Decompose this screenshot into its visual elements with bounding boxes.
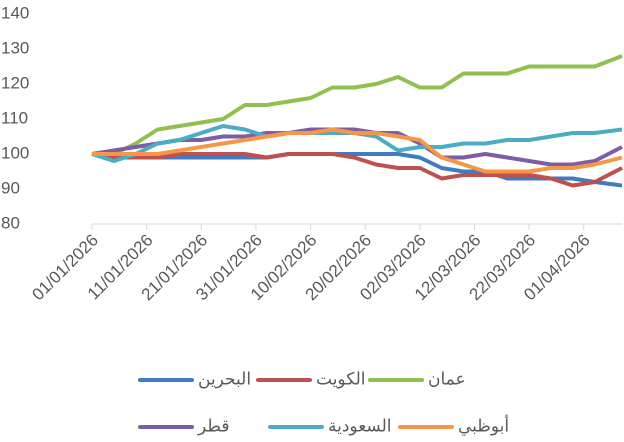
legend-label: أبوظبي <box>458 414 509 436</box>
series-line <box>91 152 623 188</box>
y-tick-label: 130 <box>1 38 29 57</box>
series-line <box>91 152 623 188</box>
legend-label: عمان <box>428 369 466 388</box>
series-line <box>92 127 623 174</box>
y-tick-label: 110 <box>1 108 28 127</box>
y-tick-label: 100 <box>1 143 29 162</box>
legend-label: السعودية <box>328 416 391 435</box>
legend-label: الكويت <box>316 369 366 388</box>
y-tick-label: 140 <box>1 3 29 22</box>
y-tick-label: 90 <box>1 178 20 197</box>
y-tick-label: 120 <box>1 73 29 92</box>
y-tick-label: 80 <box>1 213 20 232</box>
legend-label: البحرين <box>198 369 251 388</box>
series-line <box>92 54 623 156</box>
legend-label: قطر <box>197 416 229 435</box>
